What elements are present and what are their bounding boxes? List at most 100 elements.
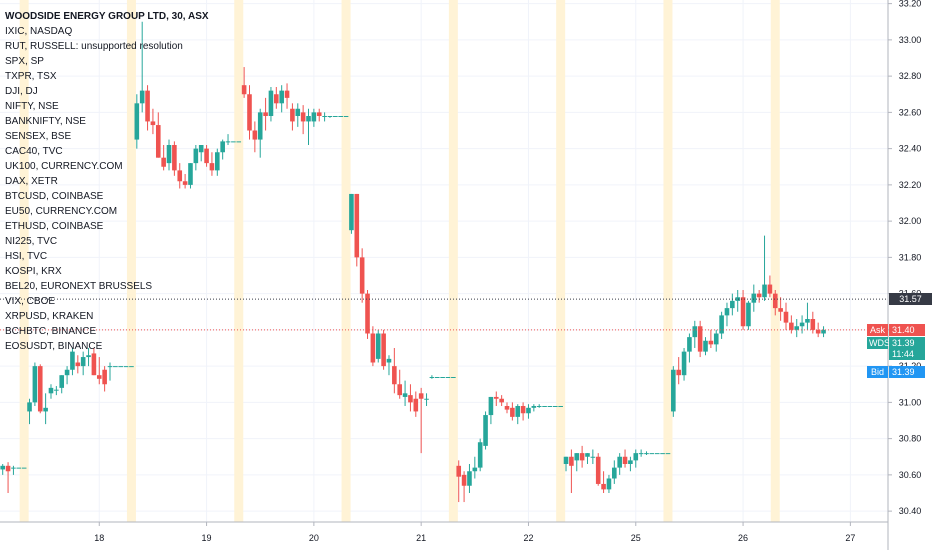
time-tick-label: 19 — [202, 533, 212, 543]
candle-body — [445, 377, 451, 378]
candle — [563, 456, 569, 472]
candle — [510, 402, 515, 421]
candle-body — [472, 467, 478, 472]
candle-body — [660, 453, 665, 455]
main-symbol-title[interactable]: WOODSIDE ENERGY GROUP LTD, 30, ASX — [5, 11, 209, 22]
candle — [188, 163, 193, 189]
compare-symbol[interactable]: DJI, DJ — [5, 86, 38, 97]
candle-body — [424, 398, 429, 400]
price-tick-label: 33.20 — [899, 0, 922, 9]
candle — [558, 406, 563, 407]
candle — [182, 174, 188, 189]
candle — [354, 193, 360, 267]
candle-body — [772, 293, 778, 309]
candle — [21, 467, 27, 469]
candle — [783, 302, 789, 330]
candle — [166, 139, 172, 171]
candle — [515, 404, 521, 425]
compare-symbol[interactable]: UK100, CURRENCY.COM — [5, 161, 123, 172]
compare-symbol[interactable]: BEL20, EURONEXT BRUSSELS — [5, 281, 153, 292]
candle-body — [155, 125, 161, 158]
candle — [5, 462, 11, 493]
candle-body — [649, 453, 655, 455]
candle-body — [16, 467, 22, 469]
candle-body — [799, 322, 805, 327]
candle-body — [617, 456, 622, 468]
candle-body — [477, 442, 483, 468]
compare-symbol[interactable]: KOSPI, KRX — [5, 266, 62, 277]
candle-body — [365, 293, 370, 334]
compare-symbol[interactable]: SENSEX, BSE — [5, 131, 72, 142]
compare-symbol[interactable]: EU50, CURRENCY.COM — [5, 206, 118, 217]
candle-body — [43, 407, 48, 412]
candle-body — [75, 362, 81, 367]
candle-body — [392, 366, 397, 385]
candle-body — [333, 116, 338, 117]
candle — [751, 284, 757, 312]
compare-symbol[interactable]: NI225, TVC — [5, 236, 58, 247]
candle — [327, 116, 333, 118]
candle-body — [654, 453, 660, 455]
compare-symbol[interactable]: TXPR, TSX — [5, 71, 57, 82]
compare-symbol[interactable]: RUT, RUSSELL: unsupported resolution — [5, 41, 183, 52]
candle-body — [91, 353, 97, 376]
compare-symbol[interactable]: IXIC, NASDAQ — [5, 26, 73, 37]
candle-body — [397, 384, 403, 396]
time-tick-label: 25 — [631, 533, 641, 543]
compare-symbol[interactable]: HSI, TVC — [5, 251, 48, 262]
candle — [708, 329, 714, 348]
compare-symbol[interactable]: DAX, XETR — [5, 176, 58, 187]
candle-body — [628, 460, 633, 464]
compare-symbol[interactable]: BTCUSD, COINBASE — [5, 191, 104, 202]
candle-body — [327, 116, 333, 117]
candle — [333, 116, 338, 117]
candle-body — [220, 141, 225, 153]
candle — [526, 404, 531, 419]
candle-body — [172, 145, 177, 171]
candle-body — [247, 94, 252, 131]
candle — [64, 366, 70, 385]
compare-symbol[interactable]: SPX, SP — [5, 56, 44, 67]
candle — [638, 449, 644, 457]
candle — [483, 411, 488, 450]
candle — [247, 85, 252, 140]
candle — [574, 453, 580, 472]
candle-body — [606, 478, 612, 490]
candle — [70, 348, 75, 376]
candle-body — [27, 402, 32, 412]
candle — [290, 103, 295, 131]
candle — [0, 464, 5, 475]
candle-body — [295, 108, 301, 116]
candle-body — [150, 121, 156, 126]
candle-body — [113, 366, 118, 368]
candle — [569, 449, 574, 493]
compare-symbol[interactable]: NIFTY, NSE — [5, 101, 59, 112]
candle-body — [746, 302, 751, 327]
candle — [590, 449, 596, 464]
compare-symbol[interactable]: ETHUSD, COINBASE — [5, 221, 104, 232]
compare-symbol[interactable]: CAC40, TVC — [5, 146, 63, 157]
candle-body — [231, 141, 236, 143]
candle-body — [429, 377, 435, 378]
compare-symbol[interactable]: VIX, CBOE — [5, 296, 56, 307]
candle-body — [724, 308, 730, 316]
candle-body — [708, 340, 714, 345]
compare-symbol[interactable]: XRPUSD, KRAKEN — [5, 311, 94, 322]
compare-symbol[interactable]: BCHBTC, BINANCE — [5, 326, 97, 337]
compare-symbol[interactable]: BANKNIFTY, NSE — [5, 116, 86, 127]
compare-symbol[interactable]: EOSUSDT, BINANCE — [5, 341, 103, 352]
candle — [113, 366, 118, 368]
candle — [397, 369, 403, 399]
candle-body — [687, 337, 692, 352]
candle-body — [719, 315, 724, 334]
candle — [633, 449, 639, 468]
candle — [204, 145, 209, 167]
candle — [547, 406, 553, 407]
candle-body — [681, 351, 687, 376]
candle — [279, 85, 284, 113]
candle — [756, 290, 762, 303]
candle-body — [510, 407, 515, 417]
candle-body — [671, 369, 676, 412]
candle-body — [311, 112, 317, 122]
candle — [386, 355, 392, 376]
